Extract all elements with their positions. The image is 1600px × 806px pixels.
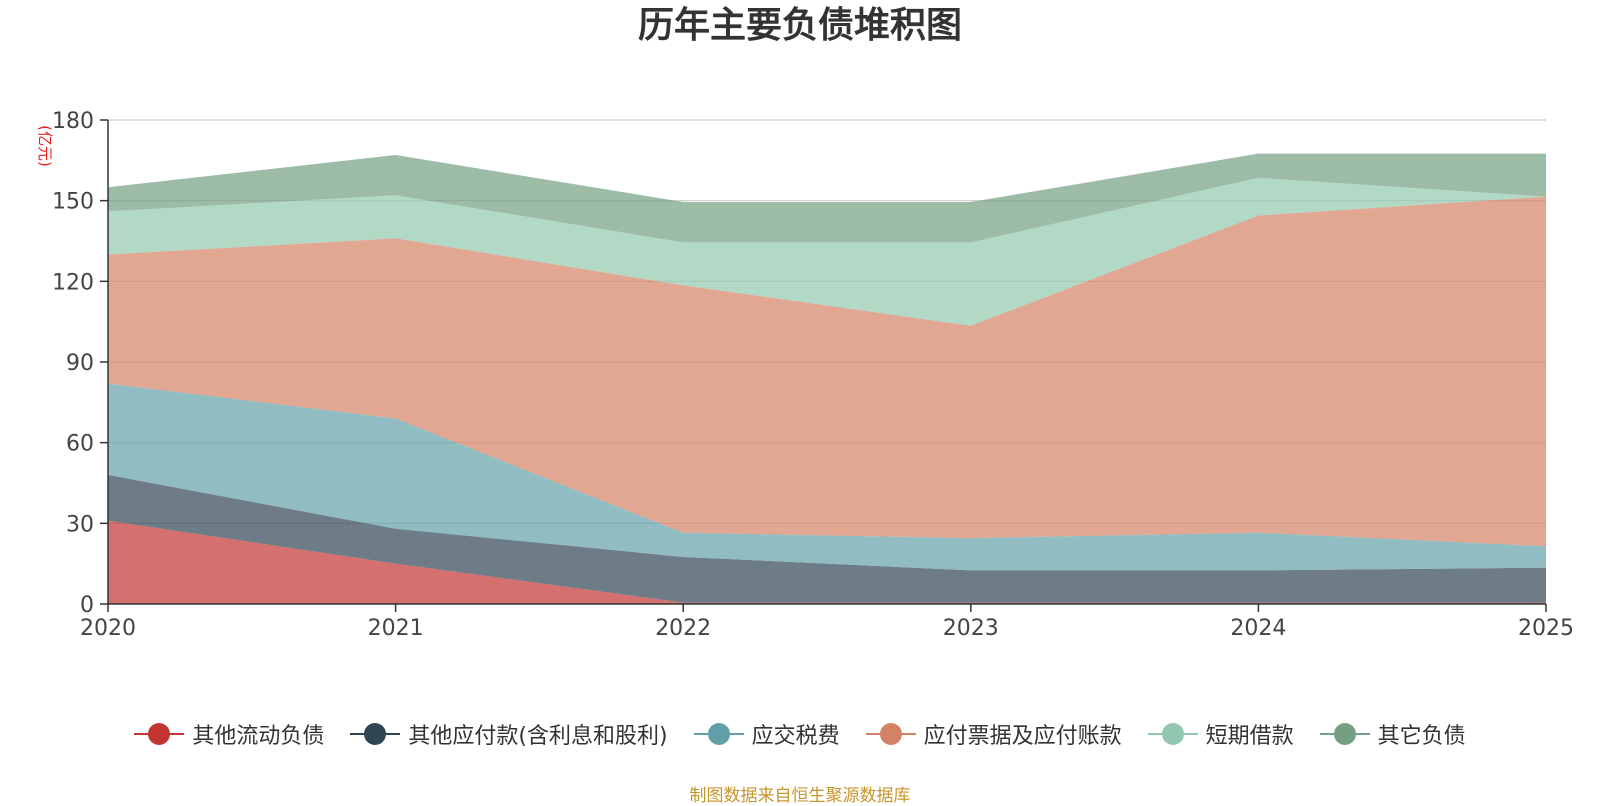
legend-label: 其它负债 bbox=[1377, 724, 1466, 749]
y-tick-label: 120 bbox=[52, 270, 94, 295]
chart-title: 历年主要负债堆积图 bbox=[637, 5, 962, 46]
y-tick-label: 60 bbox=[66, 432, 94, 457]
area-series-2 bbox=[108, 383, 1546, 571]
x-tick-labels: 2020 2021 2022 2023 2024 2025 bbox=[80, 604, 1574, 641]
legend-marker-icon bbox=[1147, 722, 1198, 746]
legend-label: 其他应付款(含利息和股利) bbox=[408, 724, 668, 749]
area-series-5 bbox=[108, 153, 1546, 243]
legend-item-other-current-liabilities[interactable]: 其他流动负债 bbox=[134, 718, 324, 750]
y-unit-label: (亿元) bbox=[36, 125, 54, 167]
area-series-1 bbox=[108, 474, 1546, 603]
legend-marker-icon bbox=[693, 722, 744, 746]
y-tick-label: 30 bbox=[66, 512, 94, 537]
legend-item-notes-accounts-payable[interactable]: 应付票据及应付账款 bbox=[865, 718, 1122, 750]
y-tick-label: 0 bbox=[80, 593, 94, 618]
legend-label: 短期借款 bbox=[1205, 724, 1294, 749]
series-areas bbox=[108, 153, 1546, 604]
y-tick-label: 180 bbox=[52, 109, 94, 134]
y-tick-label: 150 bbox=[52, 190, 94, 215]
legend-label: 应付票据及应付账款 bbox=[923, 724, 1122, 749]
area-series-4 bbox=[108, 177, 1546, 326]
legend-item-other-liabilities[interactable]: 其它负债 bbox=[1319, 718, 1466, 750]
data-source-note: 制图数据来自恒生聚源数据库 bbox=[689, 786, 911, 806]
y-tick-label: 90 bbox=[66, 351, 94, 376]
legend-label: 应交税费 bbox=[751, 724, 840, 749]
y-tick-labels: 0 30 60 90 120 150 180 bbox=[52, 109, 108, 618]
legend-marker-icon bbox=[134, 722, 185, 746]
legend-marker-icon bbox=[1319, 722, 1370, 746]
x-tick-label: 2021 bbox=[368, 616, 424, 641]
area-series-0 bbox=[108, 520, 1546, 604]
legend-label: 其他流动负债 bbox=[192, 724, 325, 749]
x-tick-label: 2025 bbox=[1518, 616, 1574, 641]
x-tick-label: 2020 bbox=[80, 616, 136, 641]
x-tick-label: 2022 bbox=[655, 616, 711, 641]
legend-item-short-term-loans[interactable]: 短期借款 bbox=[1147, 718, 1294, 750]
legend: 其他流动负债 其他应付款(含利息和股利) 应交税费 应付票据及应付账款 短期借款 bbox=[0, 718, 1600, 750]
area-series-3 bbox=[108, 196, 1546, 547]
legend-marker-icon bbox=[865, 722, 916, 746]
x-tick-label: 2023 bbox=[943, 616, 999, 641]
legend-marker-icon bbox=[350, 722, 401, 746]
legend-item-taxes-payable[interactable]: 应交税费 bbox=[693, 718, 840, 750]
x-tick-label: 2024 bbox=[1230, 616, 1286, 641]
legend-item-other-payables[interactable]: 其他应付款(含利息和股利) bbox=[350, 718, 668, 750]
